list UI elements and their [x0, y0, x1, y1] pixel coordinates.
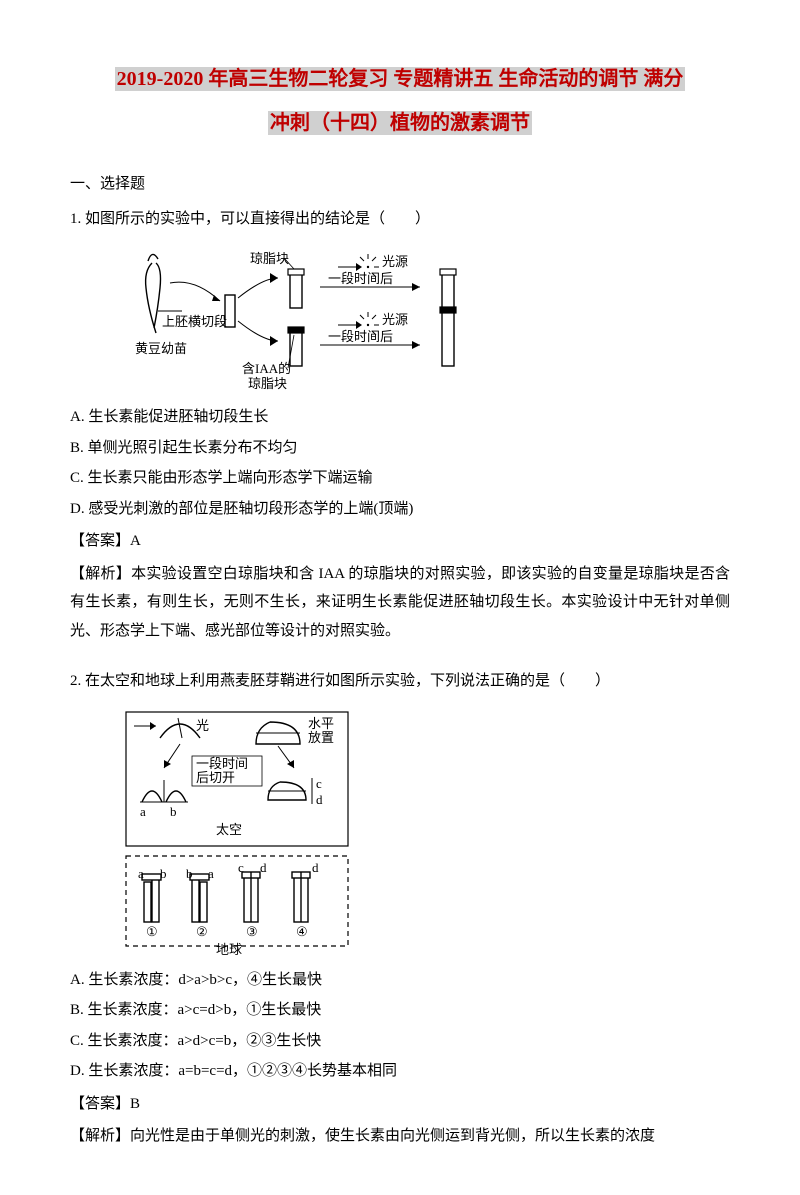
fig2-label-c: c	[316, 776, 322, 791]
q2-opt-c: C. 生长素浓度：a>d>c=b，②③生长快	[70, 1027, 730, 1056]
fig2-label-a2: a	[138, 866, 144, 881]
fig1-label-iaa2: 琼脂块	[248, 376, 287, 391]
q1-stem: 1. 如图所示的实验中，可以直接得出的结论是（ ）	[70, 205, 730, 234]
fig2-label-n1: ①	[146, 924, 158, 939]
fig2-label-b: b	[170, 804, 177, 819]
fig2-label-b3: b	[186, 866, 193, 881]
doc-title-line1: 2019-2020 年高三生物二轮复习 专题精讲五 生命活动的调节 满分	[115, 67, 686, 91]
q2-answer: 【答案】B	[70, 1090, 730, 1119]
q1-opt-c: C. 生长素只能由形态学上端向形态学下端运输	[70, 464, 730, 493]
q2-opt-a: A. 生长素浓度：d>a>b>c，④生长最快	[70, 966, 730, 995]
q1-opt-b: B. 单侧光照引起生长素分布不均匀	[70, 434, 730, 463]
q1-answer: 【答案】A	[70, 527, 730, 556]
fig2-label-space: 太空	[216, 822, 242, 837]
fig1-label-seedling: 黄豆幼苗	[135, 341, 187, 356]
fig1-label-iaa1: 含IAA的	[242, 361, 291, 376]
fig1-label-light-2: 光源	[382, 312, 408, 327]
q1-explain: 【解析】本实验设置空白琼脂块和含 IAA 的琼脂块的对照实验，即该实验的自变量是…	[70, 560, 730, 646]
fig2-label-c2: c	[238, 860, 244, 875]
q1-opt-d: D. 感受光刺激的部位是胚轴切段形态学的上端(顶端)	[70, 495, 730, 524]
fig2-label-n2: ②	[196, 924, 208, 939]
fig1-label-after-2: 一段时间后	[328, 329, 393, 344]
fig2-label-earth: 地球	[216, 942, 242, 956]
q2-figure: 光 水平放置 一段时间后切开 a b c d 太空	[120, 706, 380, 956]
q2-stem: 2. 在太空和地球上利用燕麦胚芽鞘进行如图所示实验，下列说法正确的是（ ）	[70, 667, 730, 696]
fig2-label-n3: ③	[246, 924, 258, 939]
q1-figure: 黄豆幼苗 上胚横切段 琼脂块 含IAA的 琼脂块 光源	[130, 243, 550, 393]
fig2-label-n4: ④	[296, 924, 308, 939]
fig1-label-cut: 上胚横切段	[162, 314, 227, 329]
fig1-label-agar-plain: 琼脂块	[250, 251, 289, 266]
q2-opt-b: B. 生长素浓度：a>c=d>b，①生长最快	[70, 996, 730, 1025]
fig2-label-d: d	[316, 792, 323, 807]
fig2-label-light: 光	[196, 718, 209, 733]
fig1-label-light-1: 光源	[382, 254, 408, 269]
fig2-label-d2: d	[260, 860, 267, 875]
q2-explain: 【解析】向光性是由于单侧光的刺激，使生长素由向光侧运到背光侧，所以生长素的浓度	[70, 1122, 730, 1151]
q1-opt-a: A. 生长素能促进胚轴切段生长	[70, 403, 730, 432]
fig2-label-horiz: 水平放置	[308, 716, 334, 745]
section-heading: 一、选择题	[70, 170, 730, 199]
fig2-label-mid: 一段时间后切开	[196, 756, 248, 785]
fig2-label-d3: d	[312, 860, 319, 875]
q2-opt-d: D. 生长素浓度：a=b=c=d，①②③④长势基本相同	[70, 1057, 730, 1086]
fig1-label-after-1: 一段时间后	[328, 271, 393, 286]
fig2-label-a: a	[140, 804, 146, 819]
fig2-label-b2: b	[160, 866, 167, 881]
fig2-label-a3: a	[208, 866, 214, 881]
doc-title-line2: 冲刺（十四）植物的激素调节	[268, 111, 532, 135]
